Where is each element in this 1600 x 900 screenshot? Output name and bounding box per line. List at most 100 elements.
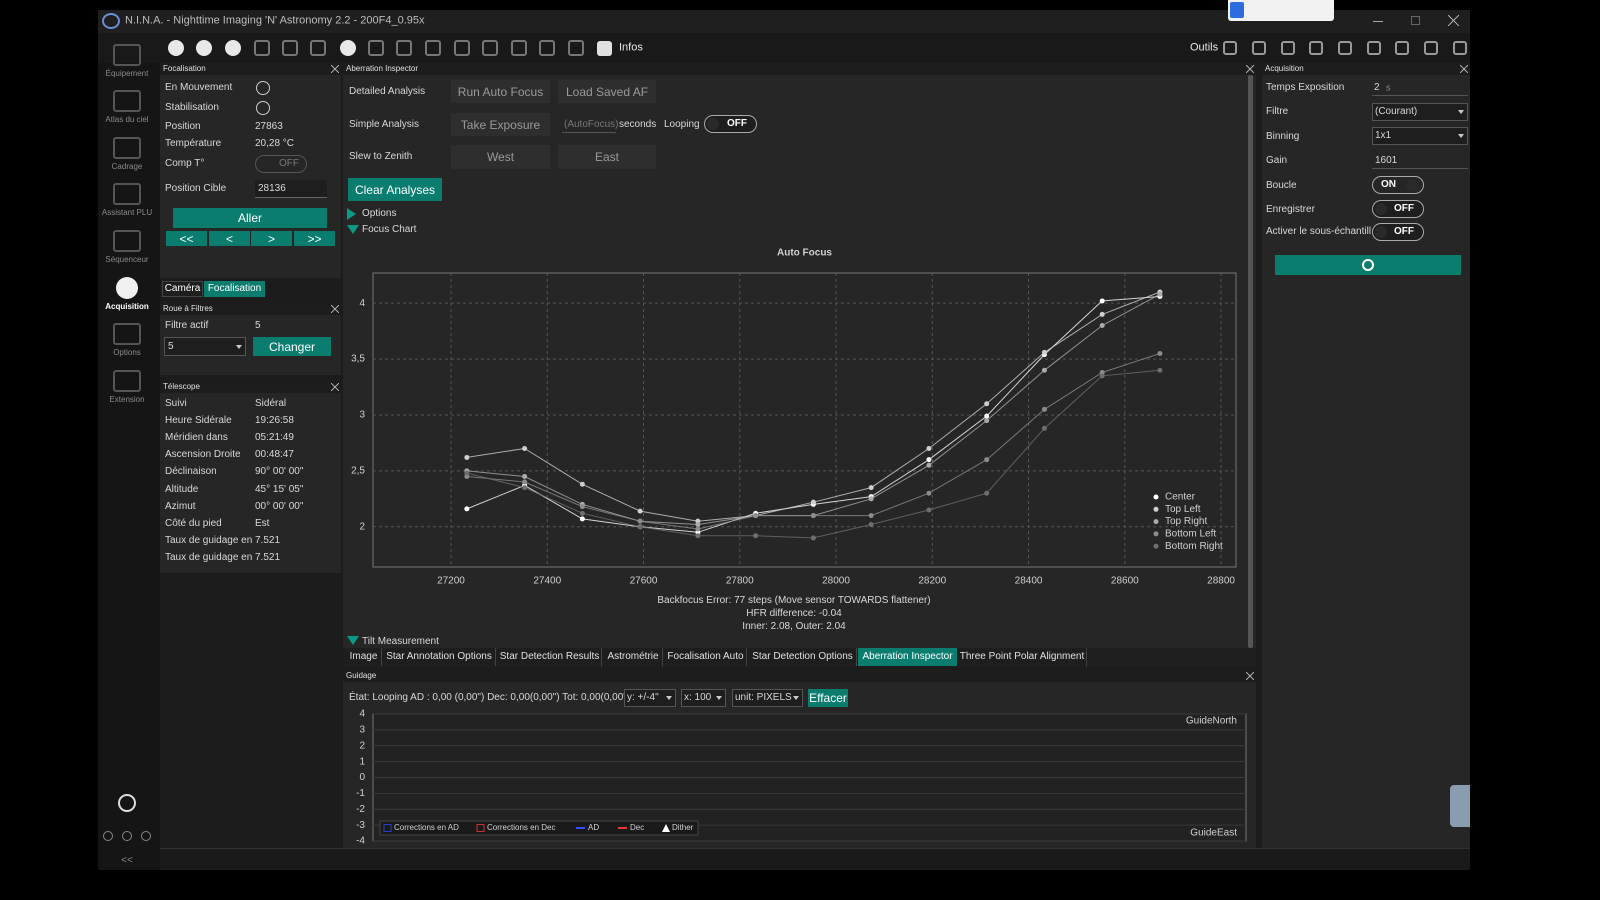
sidebar-icon[interactable]	[113, 137, 141, 159]
tab[interactable]	[603, 648, 663, 666]
toolbar-icon[interactable]	[340, 40, 356, 56]
tool-icon[interactable]	[1338, 41, 1352, 55]
step-button[interactable]	[166, 231, 207, 246]
step-button[interactable]	[251, 231, 292, 246]
tab[interactable]	[497, 648, 602, 666]
clear-guide-button[interactable]	[808, 689, 848, 707]
select-value[interactable]: unit: PIXELS	[735, 692, 792, 703]
tool-icon[interactable]	[1309, 41, 1323, 55]
clear-button[interactable]	[348, 178, 442, 201]
tab[interactable]	[957, 648, 1087, 666]
expander[interactable]: Options	[362, 208, 397, 219]
tool-icon[interactable]	[1367, 41, 1381, 55]
step-button[interactable]	[294, 231, 335, 246]
sidebar-icon[interactable]	[113, 230, 141, 252]
input-value[interactable]: 2	[1374, 82, 1380, 93]
east-button[interactable]	[558, 145, 656, 169]
select[interactable]	[1372, 103, 1468, 121]
toolbar-icon[interactable]	[368, 40, 384, 56]
expander-arrow[interactable]	[347, 208, 356, 220]
toolbar-icon[interactable]	[454, 40, 470, 56]
input[interactable]	[1372, 153, 1468, 169]
maximize[interactable]	[1411, 16, 1420, 25]
tab[interactable]	[345, 648, 382, 666]
sidebar-icon[interactable]	[116, 277, 138, 299]
sidebar-icon[interactable]	[113, 183, 141, 205]
sidebar-label[interactable]: Assistant PLU	[101, 208, 153, 217]
expander[interactable]: Focus Chart	[362, 224, 417, 235]
tab[interactable]	[204, 281, 265, 297]
panel-close[interactable]	[1460, 65, 1468, 73]
power-icon[interactable]	[118, 794, 136, 812]
input-value[interactable]: 1601	[1375, 155, 1398, 166]
toggle[interactable]	[255, 155, 307, 173]
side-tab[interactable]	[1450, 785, 1470, 827]
step-button[interactable]	[209, 231, 250, 246]
select[interactable]	[624, 689, 676, 707]
sidebar-icon[interactable]	[113, 44, 141, 66]
tab[interactable]	[858, 648, 957, 666]
select[interactable]	[1372, 127, 1468, 145]
sidebar-icon[interactable]	[113, 370, 141, 392]
toggle[interactable]	[1372, 176, 1424, 194]
exposure-input[interactable]	[562, 117, 616, 133]
tool-icon[interactable]	[1453, 41, 1467, 55]
toolbar-icon[interactable]	[482, 40, 498, 56]
tool-icon[interactable]	[1424, 41, 1438, 55]
sidebar-icon[interactable]	[113, 90, 141, 112]
select-value[interactable]: 5	[168, 341, 174, 352]
panel-close[interactable]	[331, 305, 339, 313]
sidebar-label[interactable]: Extension	[109, 395, 145, 404]
input-value[interactable]: 28136	[258, 183, 286, 194]
close[interactable]	[1448, 15, 1459, 26]
select[interactable]	[732, 689, 803, 707]
expander[interactable]: Tilt Measurement	[362, 636, 439, 647]
toolbar-icon[interactable]	[254, 40, 270, 56]
toolbar-icon[interactable]	[568, 40, 584, 56]
toolbar-icon[interactable]	[168, 40, 184, 56]
scrollbar[interactable]	[1248, 75, 1253, 648]
sidebar-label[interactable]: Atlas du ciel	[105, 115, 149, 124]
minimize[interactable]	[1373, 21, 1383, 22]
tab[interactable]	[748, 648, 857, 666]
toolbar-icon[interactable]	[425, 40, 441, 56]
tab[interactable]	[382, 648, 496, 666]
take-exposure-button[interactable]	[451, 113, 550, 136]
tab[interactable]	[664, 648, 747, 666]
sidebar-label[interactable]: Séquenceur	[105, 255, 149, 264]
input[interactable]	[1372, 80, 1468, 96]
tool-icon[interactable]	[1252, 41, 1266, 55]
load-af-button[interactable]	[558, 80, 656, 103]
toolbar-icon[interactable]	[511, 40, 527, 56]
change-button[interactable]	[253, 337, 331, 356]
plugins-icon[interactable]	[597, 41, 612, 56]
sidebar-label[interactable]: Options	[113, 348, 141, 357]
select-value[interactable]: (Courant)	[1375, 106, 1418, 117]
footer-icon[interactable]	[122, 831, 132, 841]
expander-arrow[interactable]	[347, 636, 359, 645]
panel-close[interactable]	[1246, 65, 1254, 73]
sidebar-label[interactable]: Équipement	[105, 69, 149, 78]
footer-icon[interactable]	[103, 831, 113, 841]
expander-arrow[interactable]	[347, 225, 359, 234]
select-value[interactable]: y: +/-4"	[627, 692, 659, 703]
sidebar-label[interactable]: Acquisition	[105, 302, 149, 311]
toolbar-icon[interactable]	[396, 40, 412, 56]
toolbar-icon[interactable]	[539, 40, 555, 56]
panel-close[interactable]	[331, 383, 339, 391]
tool-icon[interactable]	[1223, 41, 1237, 55]
toolbar-icon[interactable]	[310, 40, 326, 56]
panel-close[interactable]	[331, 65, 339, 73]
tool-icon[interactable]	[1395, 41, 1409, 55]
toolbar-icon[interactable]	[196, 40, 212, 56]
sidebar-icon[interactable]	[113, 323, 141, 345]
select-value[interactable]: 1x1	[1375, 130, 1392, 141]
select[interactable]	[164, 337, 246, 356]
input[interactable]	[255, 180, 327, 198]
west-button[interactable]	[451, 145, 550, 169]
select[interactable]	[681, 689, 726, 707]
toolbar-icon[interactable]	[225, 40, 241, 56]
toolbar-icon[interactable]	[282, 40, 298, 56]
sidebar-label[interactable]: Cadrage	[111, 162, 143, 171]
tab[interactable]	[162, 281, 203, 297]
